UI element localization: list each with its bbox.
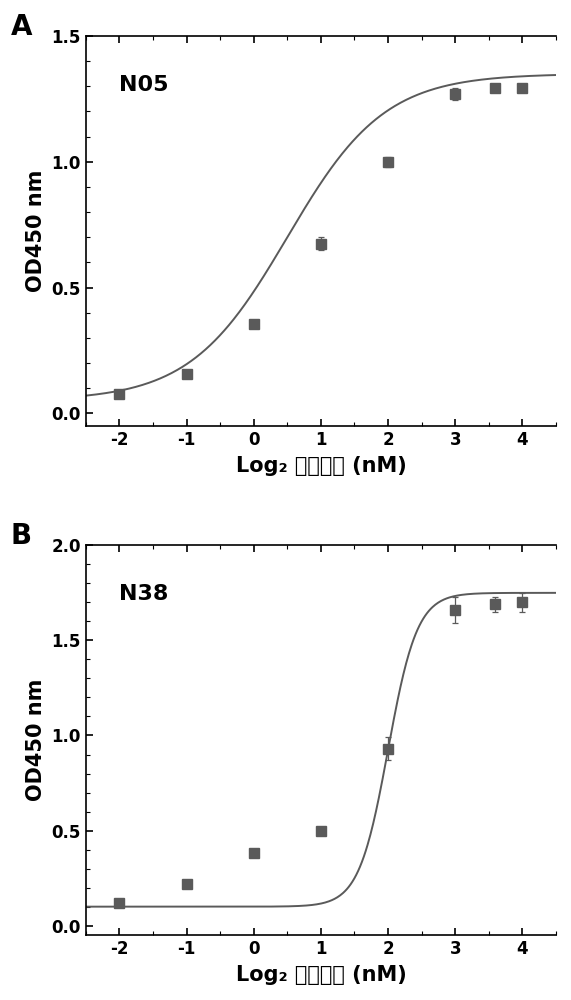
Text: N38: N38 xyxy=(119,584,168,604)
Text: B: B xyxy=(11,522,32,550)
Y-axis label: OD450 nm: OD450 nm xyxy=(26,170,46,292)
Y-axis label: OD450 nm: OD450 nm xyxy=(26,679,46,801)
Text: N05: N05 xyxy=(119,75,168,95)
Text: A: A xyxy=(11,13,32,41)
X-axis label: Log₂ 抗体浓度 (nM): Log₂ 抗体浓度 (nM) xyxy=(235,965,407,985)
X-axis label: Log₂ 抗体浓度 (nM): Log₂ 抗体浓度 (nM) xyxy=(235,456,407,476)
